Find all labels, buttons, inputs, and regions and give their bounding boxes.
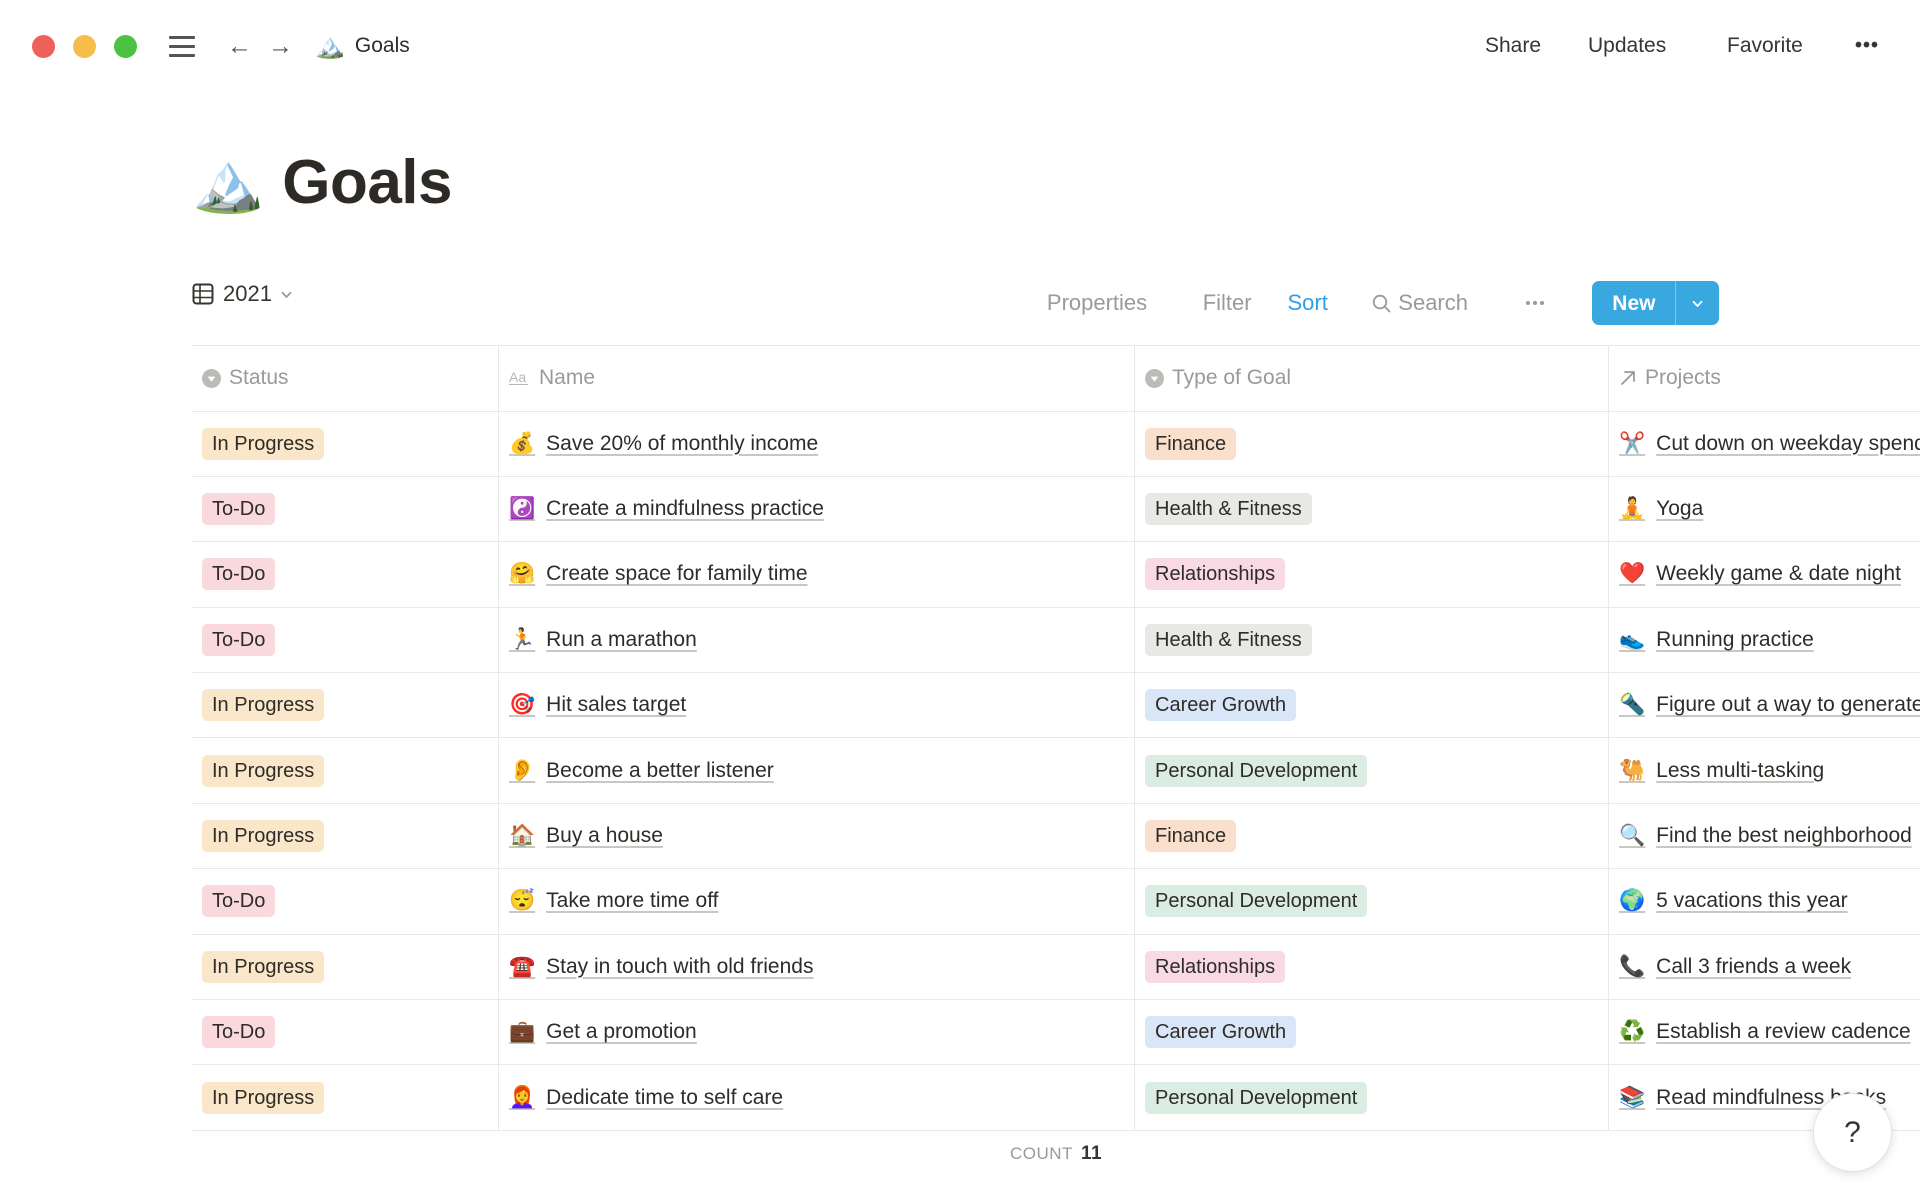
svg-text:Aa: Aa (509, 369, 526, 385)
